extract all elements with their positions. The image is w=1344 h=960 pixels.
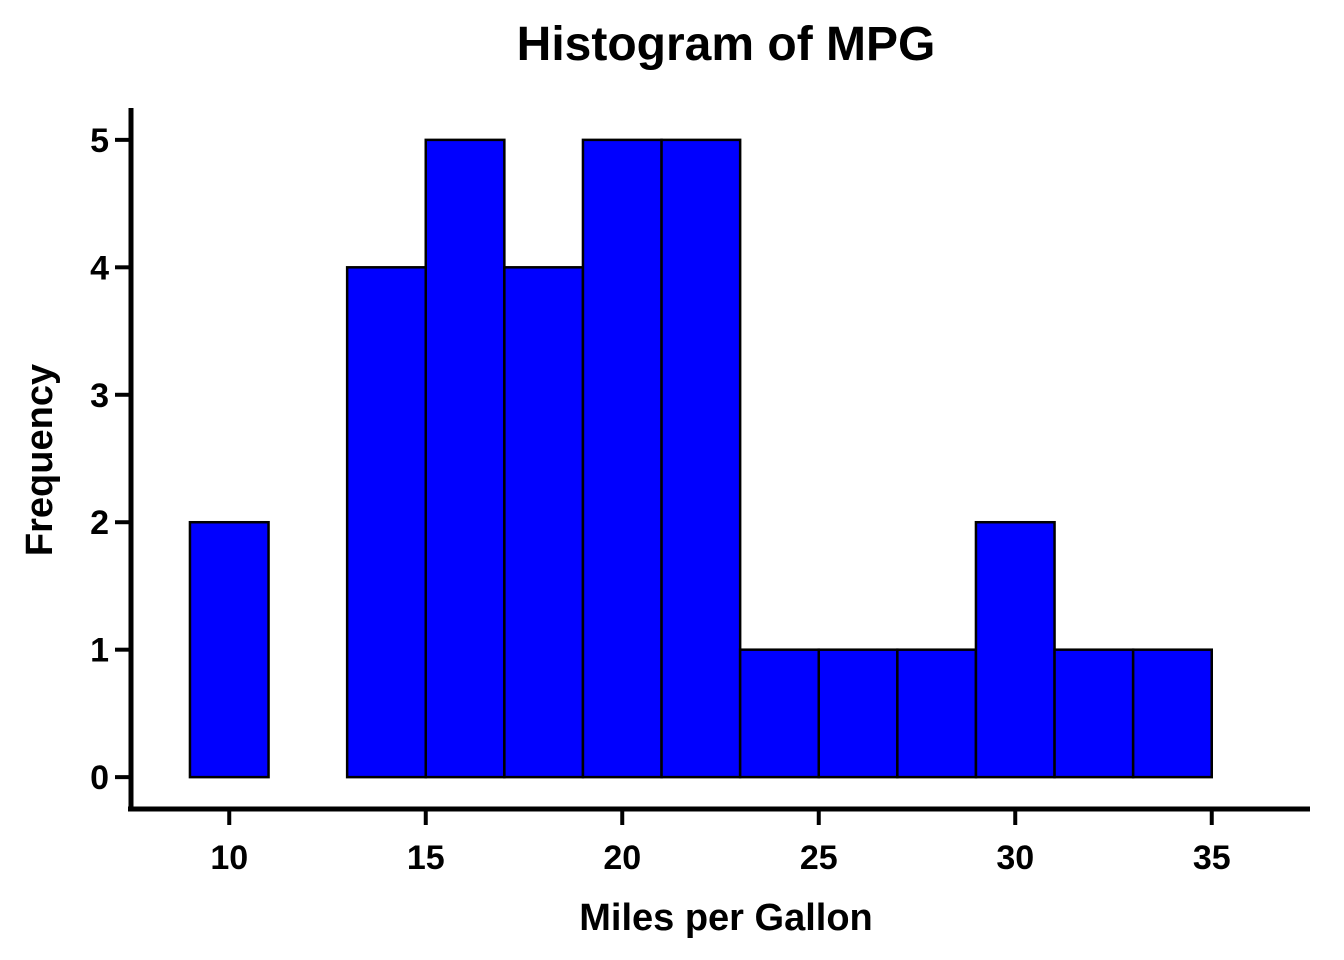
x-tick-label-5: 35 (1193, 839, 1231, 877)
histogram-bar-11 (1053, 648, 1135, 779)
histogram-bar-7 (738, 648, 821, 779)
x-tick-label-2: 20 (603, 839, 641, 877)
y-tick-label-0: 0 (90, 759, 109, 797)
x-tick-label-4: 30 (996, 839, 1034, 877)
histogram-bar-4 (503, 266, 585, 779)
x-ticks-group: 10 15 20 25 30 35 (210, 809, 1231, 877)
x-tick-label-1: 15 (407, 839, 445, 877)
y-tick-label-1: 1 (90, 632, 109, 670)
histogram-bar-9 (896, 648, 978, 779)
y-tick-label-4: 4 (90, 249, 109, 287)
histogram-bar-5 (581, 138, 663, 779)
histogram-bar-0 (188, 520, 270, 779)
x-axis-label: Miles per Gallon (579, 897, 873, 939)
histogram-bar-6 (660, 138, 742, 779)
histogram-bar-3 (424, 138, 506, 779)
histogram-bar-10 (974, 520, 1056, 779)
y-axis-label: Frequency (19, 364, 61, 556)
histogram-bar-8 (817, 648, 899, 779)
y-ticks-group: 0 1 2 3 4 5 (90, 122, 131, 797)
x-tick-label-0: 10 (210, 839, 248, 877)
chart-title: Histogram of MPG (517, 18, 936, 71)
y-tick-label-2: 2 (90, 504, 109, 542)
bars-group (188, 138, 1214, 779)
histogram-bar-12 (1131, 648, 1214, 779)
histogram-bar-2 (345, 266, 427, 779)
x-tick-label-3: 25 (800, 839, 838, 877)
y-tick-label-3: 3 (90, 377, 109, 415)
y-tick-label-5: 5 (90, 122, 109, 160)
